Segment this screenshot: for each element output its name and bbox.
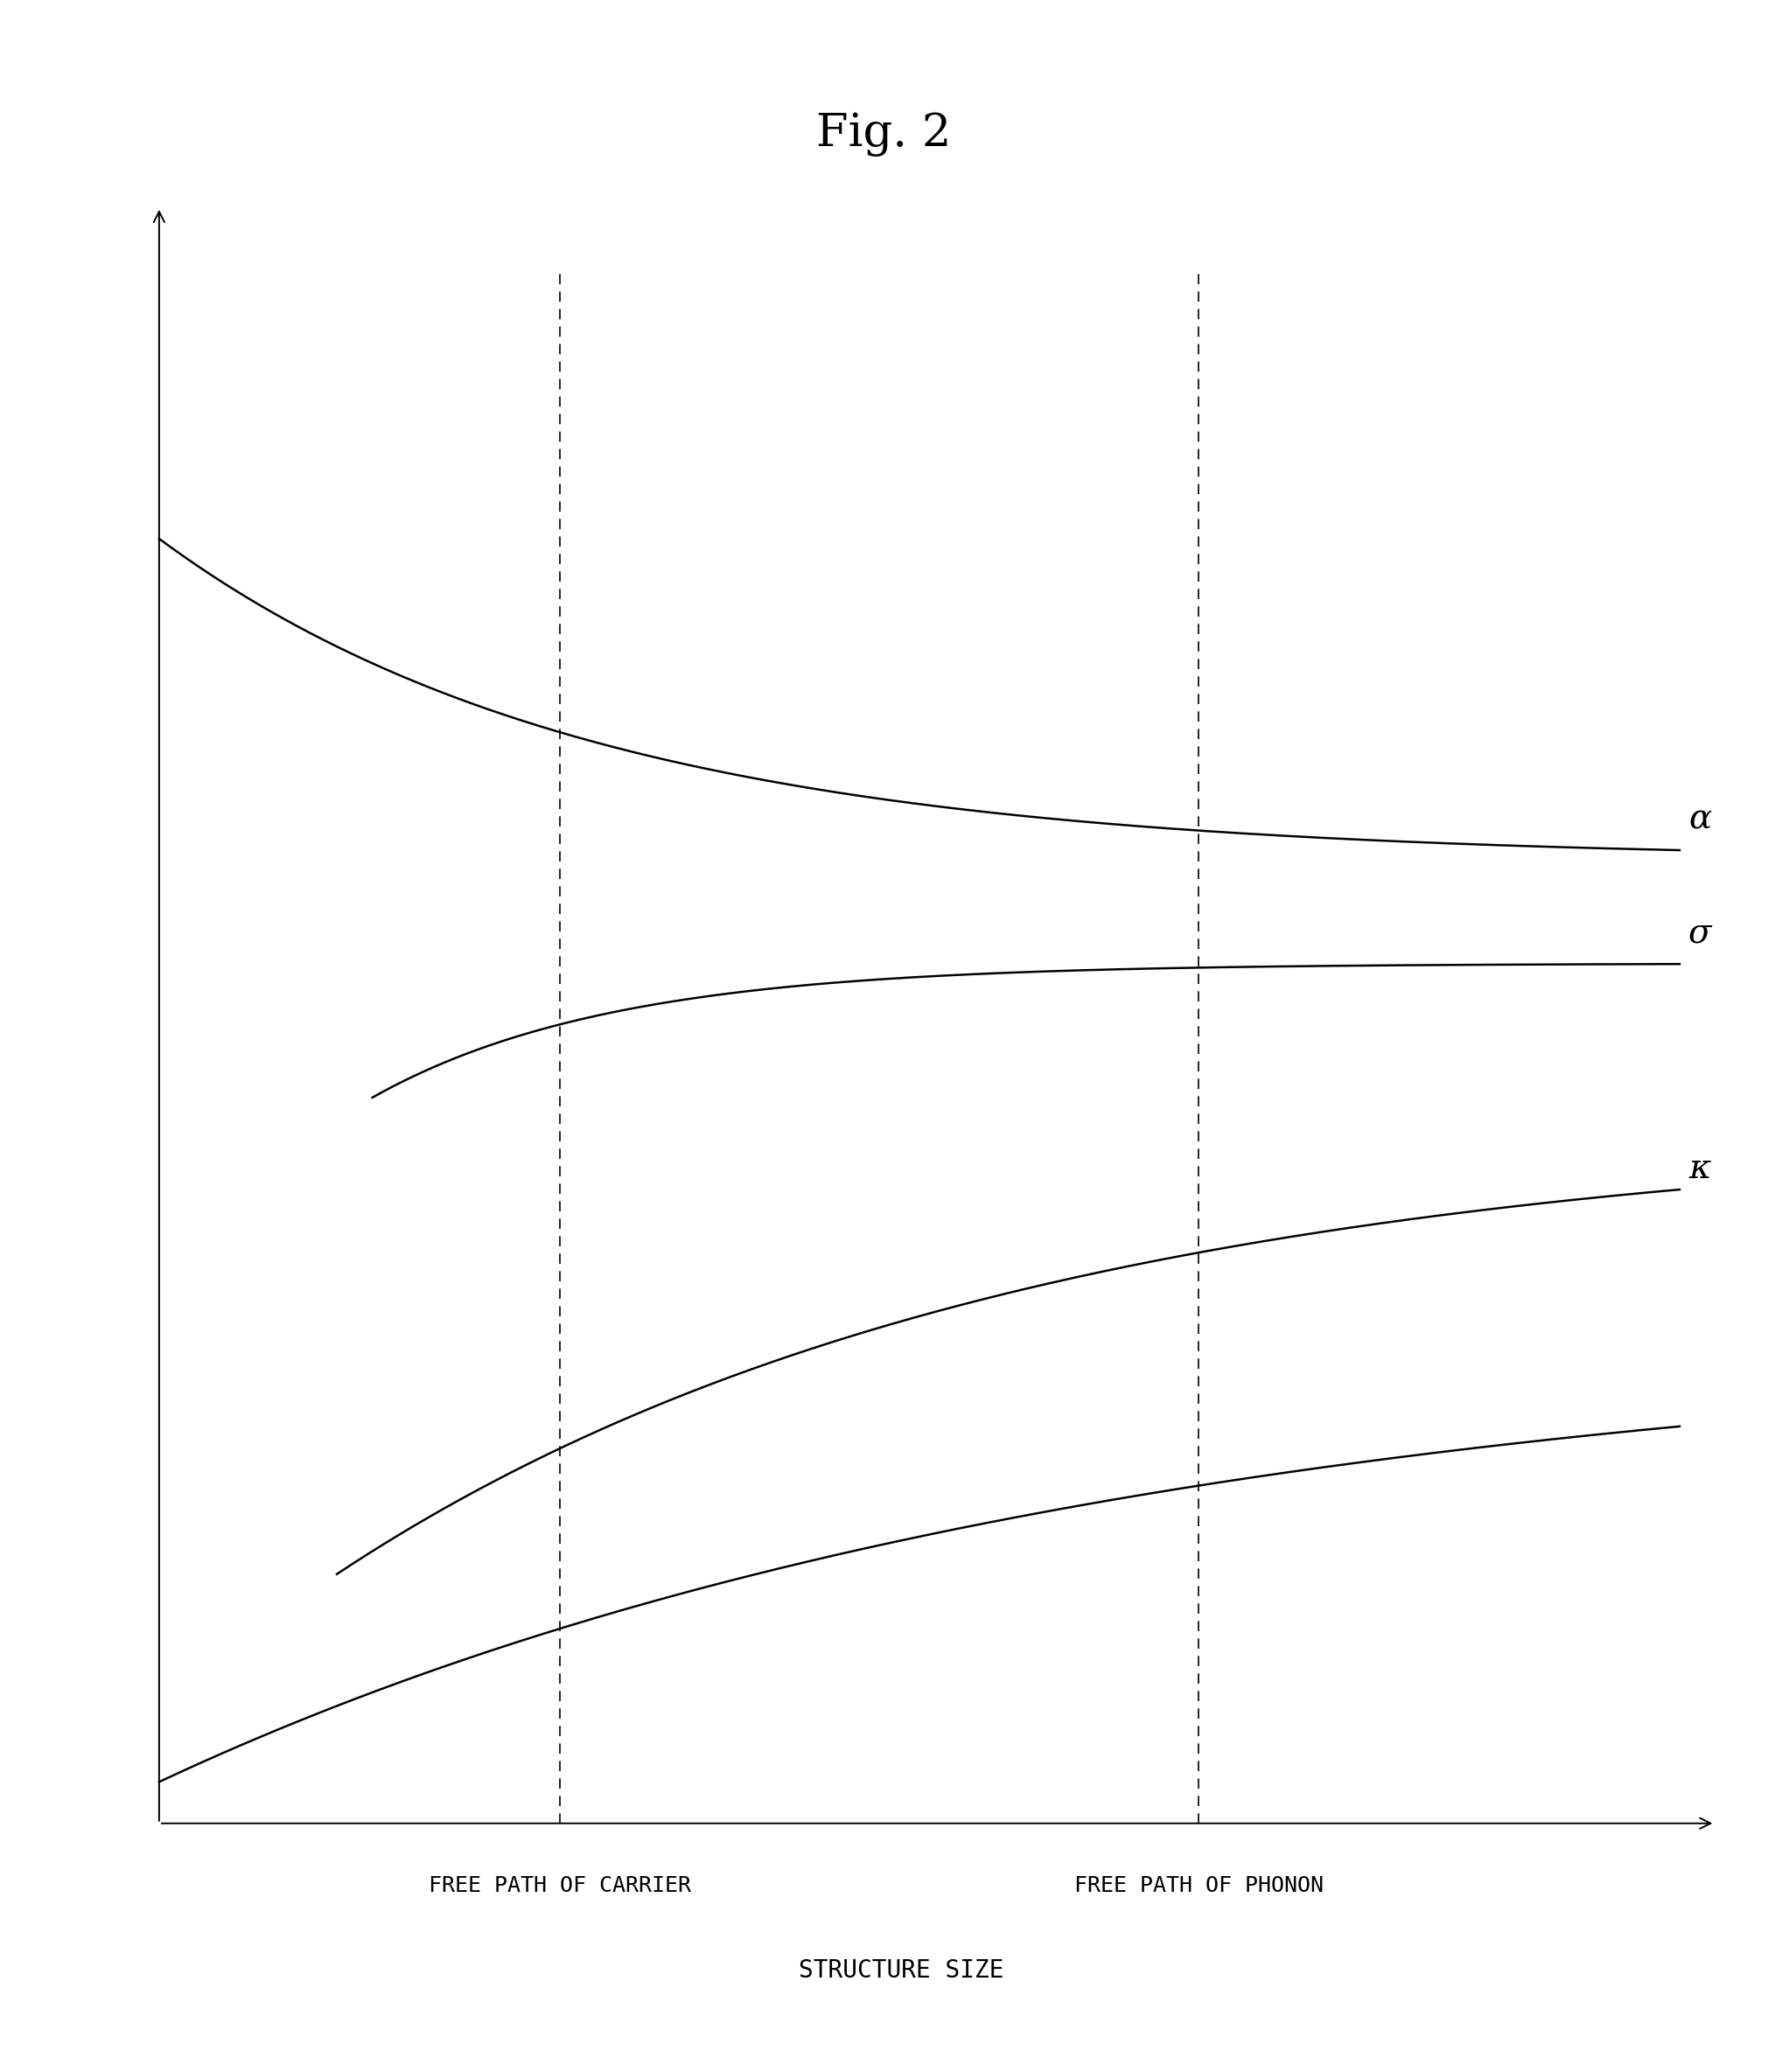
- Text: σ: σ: [1688, 916, 1711, 949]
- Text: FREE PATH OF CARRIER: FREE PATH OF CARRIER: [430, 1875, 691, 1896]
- Text: α: α: [1688, 804, 1711, 835]
- Text: STRUCTURE SIZE: STRUCTURE SIZE: [799, 1958, 1004, 1983]
- Text: Fig. 2: Fig. 2: [817, 112, 951, 157]
- Text: κ: κ: [1688, 1152, 1711, 1185]
- Text: FREE PATH OF PHONON: FREE PATH OF PHONON: [1073, 1875, 1324, 1896]
